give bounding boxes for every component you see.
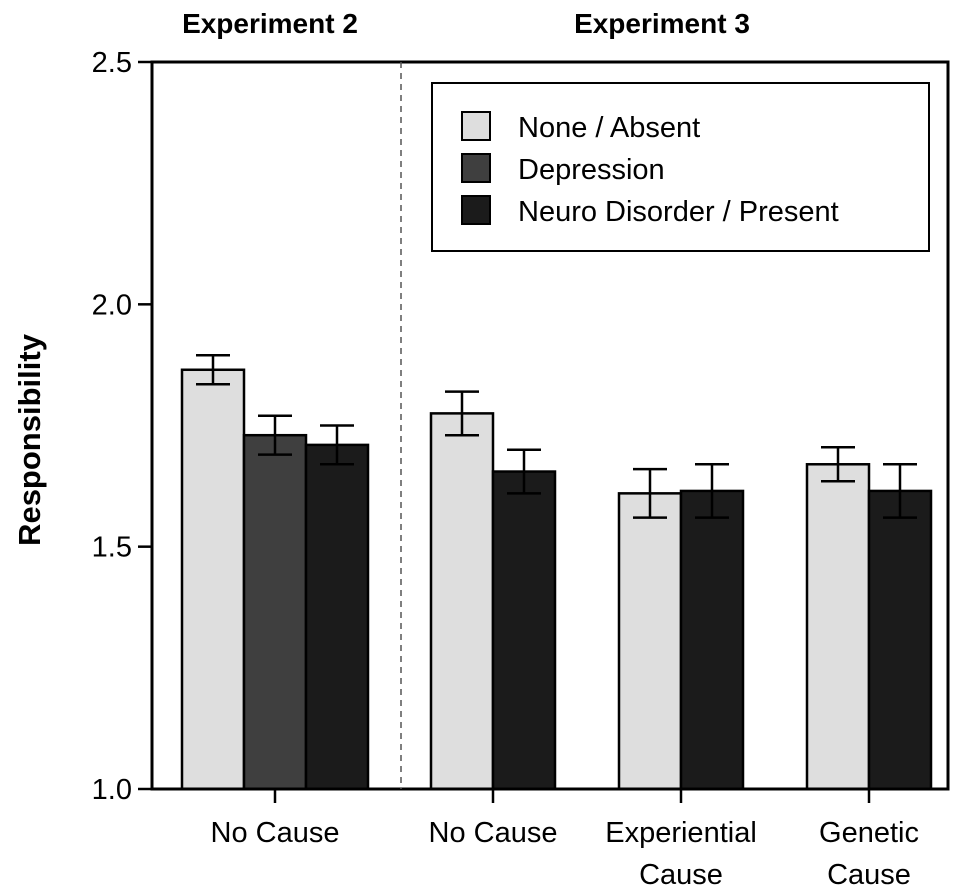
bar-neuro xyxy=(867,489,933,791)
bar-none xyxy=(429,412,495,791)
legend-swatch-none xyxy=(461,111,491,141)
panel-title-experiment-3: Experiment 3 xyxy=(574,8,750,39)
error-bar xyxy=(883,463,917,519)
legend-items: None / Absent Depression Neuro Disorder / … xyxy=(461,111,839,228)
panel-title-experiment-2: Experiment 2 xyxy=(182,8,358,39)
y-tick-label: 1.0 xyxy=(92,774,132,806)
error-bar xyxy=(633,467,667,519)
category-label: Experiential xyxy=(605,817,757,849)
legend-swatch-depression xyxy=(461,153,491,183)
legend-label-neuro: Neuro Disorder / Present xyxy=(518,196,839,228)
x-axis-category-labels: No Cause No Cause Experiential Cause Genetic… xyxy=(211,789,919,891)
error-bar xyxy=(507,448,541,495)
bar-none xyxy=(805,463,871,791)
y-tick-label: 1.5 xyxy=(92,532,132,564)
legend-label-depression: Depression xyxy=(518,154,665,186)
y-axis: 1.0 1.5 2.0 2.5 xyxy=(92,47,152,806)
legend-box xyxy=(431,82,930,252)
error-bar xyxy=(320,424,354,466)
bar-neuro xyxy=(304,443,370,791)
error-bar xyxy=(196,353,230,386)
bar-depression xyxy=(242,433,308,791)
bar-none xyxy=(617,492,683,791)
y-axis-title: Responsibility xyxy=(12,333,47,546)
legend-swatch-neuro xyxy=(461,195,491,225)
error-bar xyxy=(695,463,729,519)
bar-neuro xyxy=(491,470,557,791)
y-tick-label: 2.5 xyxy=(92,47,132,79)
error-bar xyxy=(258,414,292,456)
legend-label-none: None / Absent xyxy=(518,112,700,144)
category-label: Cause xyxy=(827,859,911,891)
bars-layer xyxy=(180,368,933,791)
category-label: No Cause xyxy=(429,817,558,849)
error-bar xyxy=(445,390,479,437)
bar-none xyxy=(180,368,246,791)
plot-frame xyxy=(150,60,950,791)
bar-neuro xyxy=(679,489,745,791)
error-bar xyxy=(821,446,855,483)
category-label: Genetic xyxy=(819,817,919,849)
error-bars-layer xyxy=(196,353,917,519)
y-tick-label: 2.0 xyxy=(92,289,132,321)
category-label: No Cause xyxy=(211,817,340,849)
category-label: Cause xyxy=(639,859,723,891)
legend: None / Absent Depression Neuro Disorder / … xyxy=(431,82,930,252)
